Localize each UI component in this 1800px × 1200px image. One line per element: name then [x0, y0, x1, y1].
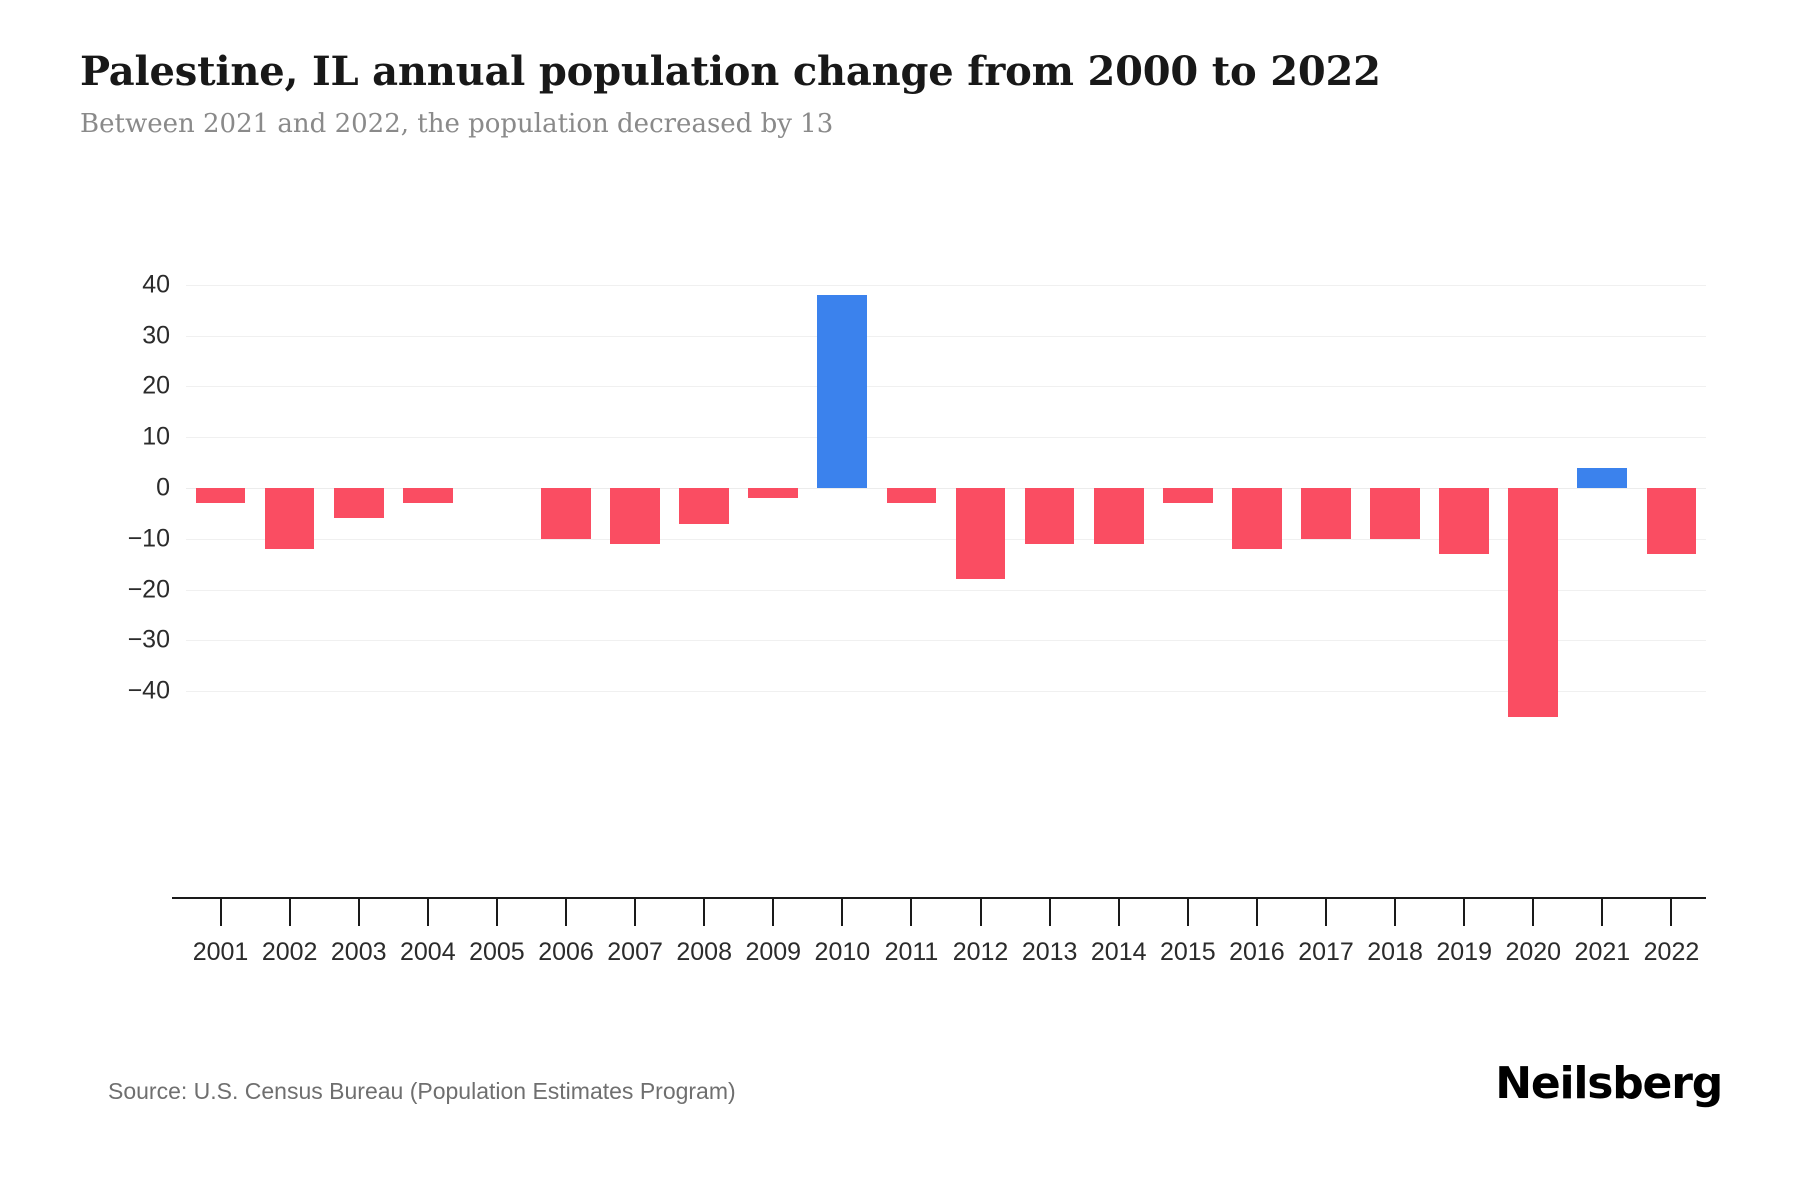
x-tick-label: 2020 [1505, 938, 1562, 966]
x-tick [1532, 898, 1535, 926]
x-tick-label: 2012 [952, 938, 1009, 966]
x-tick [565, 898, 567, 926]
bar-2018[interactable] [1370, 488, 1420, 539]
x-tick-label: 2009 [745, 938, 802, 966]
y-tick-label: −30 [127, 625, 170, 654]
x-tick-label: 2011 [884, 938, 939, 966]
y-tick-label: 10 [142, 422, 170, 451]
bar-2002[interactable] [264, 488, 315, 549]
x-tick-label: 2018 [1367, 938, 1423, 966]
gridline-30 [186, 335, 1706, 337]
x-tick [634, 898, 637, 926]
x-tick-label: 2022 [1643, 938, 1700, 966]
x-tick [841, 898, 844, 926]
bar-2021[interactable] [1577, 467, 1628, 488]
bar-2015[interactable] [1162, 488, 1213, 504]
x-tick-label: 2001 [192, 938, 249, 966]
y-tick-label: −10 [127, 524, 170, 553]
x-tick-label: 2002 [261, 938, 318, 966]
x-tick-label: 2003 [330, 938, 387, 966]
gridline--30 [186, 640, 1706, 642]
bar-2014[interactable] [1093, 488, 1144, 544]
gridline-10 [186, 437, 1706, 439]
x-tick [357, 898, 360, 926]
x-tick [1117, 898, 1120, 926]
x-tick [219, 898, 222, 926]
x-tick [1394, 898, 1397, 926]
bar-2012[interactable] [955, 488, 1006, 580]
x-tick [1255, 898, 1258, 926]
x-tick [1601, 898, 1604, 926]
x-tick-label: 2016 [1229, 938, 1285, 966]
bar-2006[interactable] [541, 488, 591, 539]
x-tick-label: 2019 [1436, 938, 1492, 966]
gridline--40 [186, 691, 1706, 693]
bar-2010[interactable] [817, 294, 868, 488]
x-tick [495, 898, 498, 926]
y-tick-label: −40 [127, 676, 170, 705]
y-tick-label: 40 [142, 270, 170, 299]
bar-2011[interactable] [886, 488, 937, 504]
gridline--10 [186, 538, 1706, 540]
bar-2020[interactable] [1508, 488, 1559, 717]
x-tick-label: 2010 [814, 938, 871, 966]
x-tick [772, 898, 775, 926]
x-tick [426, 898, 429, 926]
source-note: Source: U.S. Census Bureau (Population E… [108, 1078, 736, 1104]
x-tick [910, 898, 913, 926]
x-tick-label: 2006 [538, 938, 594, 966]
x-axis-line [172, 897, 1706, 899]
y-tick-label: 30 [142, 321, 170, 350]
bar-2007[interactable] [610, 488, 660, 544]
chart-subtitle: Between 2021 and 2022, the population de… [80, 109, 834, 140]
x-tick [1463, 898, 1466, 926]
x-tick-label: 2005 [469, 938, 525, 966]
gridline--20 [186, 589, 1706, 591]
x-tick [979, 898, 982, 926]
x-tick [703, 898, 706, 926]
bar-2017[interactable] [1301, 488, 1351, 539]
x-tick-label: 2021 [1574, 938, 1631, 966]
x-tick [1048, 898, 1051, 926]
x-tick-label: 2014 [1090, 938, 1147, 966]
x-tick [1670, 898, 1673, 926]
y-tick-label: 20 [142, 371, 170, 400]
chart-gridlines [186, 0, 1706, 1200]
y-tick-label: −20 [127, 575, 170, 604]
bar-2003[interactable] [333, 488, 384, 519]
bar-2009[interactable] [748, 488, 799, 499]
y-axis: 40 30 20 10 0 −10 −20 −30 −40 [100, 0, 170, 1200]
bar-2008[interactable] [679, 488, 730, 524]
bar-2004[interactable] [402, 488, 453, 504]
x-tick-label: 2008 [676, 938, 732, 966]
bar-2019[interactable] [1439, 488, 1490, 555]
x-tick-label: 2015 [1160, 938, 1216, 966]
x-tick-label: 2004 [400, 938, 456, 966]
brand-logo: Neilsberg [1495, 1058, 1723, 1109]
gridline-0 [186, 488, 1706, 489]
y-tick-label: 0 [156, 473, 170, 502]
gridline-20 [186, 386, 1706, 388]
x-tick-label: 2007 [607, 938, 663, 966]
x-tick [1325, 898, 1327, 926]
x-tick-label: 2013 [1021, 938, 1078, 966]
x-tick [288, 898, 291, 926]
gridline-40 [186, 284, 1706, 286]
bar-2001[interactable] [195, 488, 246, 504]
bar-2013[interactable] [1024, 488, 1075, 544]
chart-header: Palestine, IL annual population change f… [80, 48, 1720, 140]
page-title: Palestine, IL annual population change f… [80, 48, 1381, 95]
x-tick [1186, 898, 1189, 926]
x-tick-label: 2017 [1298, 938, 1354, 966]
bar-2022[interactable] [1646, 488, 1697, 555]
bar-series [186, 0, 1706, 1200]
bar-2016[interactable] [1232, 488, 1282, 549]
